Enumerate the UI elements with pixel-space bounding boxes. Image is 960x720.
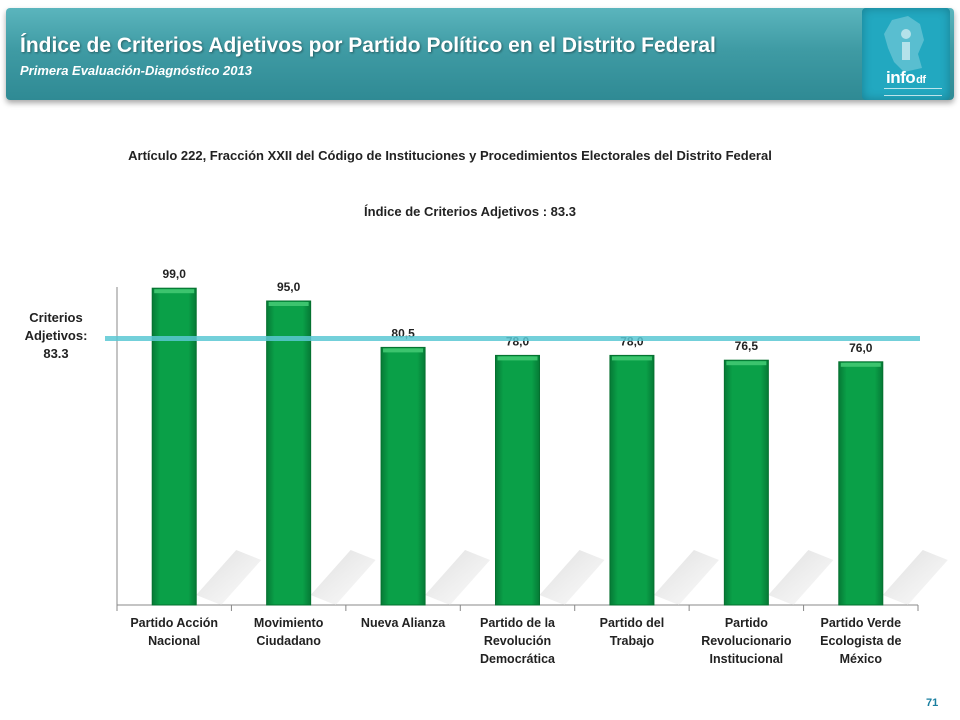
category-label: Nueva Alianza — [361, 616, 446, 630]
bar — [609, 354, 655, 606]
bar-highlight — [268, 302, 309, 306]
bar-shadow — [310, 550, 376, 605]
category-label: Nacional — [148, 634, 200, 648]
bar — [380, 346, 426, 606]
category-label: México — [840, 652, 883, 666]
bar-highlight — [497, 356, 538, 361]
bar-shadow — [882, 550, 948, 605]
bar-highlight — [840, 362, 881, 367]
bar-shadow — [196, 550, 262, 605]
category-label: Trabajo — [610, 634, 655, 648]
bar — [151, 287, 197, 606]
chart-title: Índice de Criterios Adjetivos : 83.3 — [364, 204, 576, 219]
article-reference: Artículo 222, Fracción XXII del Código d… — [128, 148, 772, 163]
data-label: 76,0 — [849, 341, 873, 355]
bar-shadow — [653, 550, 719, 605]
category-label: Partido Acción — [130, 616, 218, 630]
bar — [495, 354, 540, 606]
bar-highlight — [154, 289, 195, 294]
reference-label-line-3: 83.3 — [43, 346, 69, 361]
bar-highlight — [611, 356, 652, 361]
page-title: Índice de Criterios Adjetivos por Partid… — [20, 34, 716, 57]
bar — [723, 359, 769, 606]
category-label: Partido — [725, 616, 768, 630]
page-subtitle: Primera Evaluación-Diagnóstico 2013 — [20, 63, 252, 78]
category-label: Institucional — [710, 652, 784, 666]
reference-label: Criterios Adjetivos: 83.3 — [12, 309, 100, 363]
data-label: 99,0 — [163, 267, 187, 281]
bar-highlight — [383, 348, 424, 353]
bar-shadow — [539, 550, 605, 605]
data-label: 76,5 — [735, 339, 759, 353]
header-banner: Índice de Criterios Adjetivos por Partid… — [6, 8, 954, 100]
logo-text: infodf — [886, 68, 926, 87]
reference-label-line-1: Criterios — [29, 310, 83, 325]
bar — [266, 300, 312, 606]
category-label: Ecologista de — [820, 634, 901, 648]
bar-highlight — [726, 361, 767, 366]
reference-label-line-2: Adjetivos: — [24, 328, 88, 343]
page-number: 71 — [926, 697, 939, 709]
category-label: Partido Verde — [820, 616, 901, 630]
category-label: Revolucionario — [701, 634, 792, 648]
bar-shadow — [425, 550, 491, 605]
category-label: Movimiento — [254, 616, 324, 630]
category-label: Ciudadano — [256, 634, 321, 648]
category-label: Revolución — [484, 634, 551, 648]
category-label: Democrática — [480, 652, 556, 666]
bar — [838, 361, 884, 606]
bar-shadow — [768, 550, 834, 605]
category-label: Partido de la — [480, 616, 556, 630]
logo-caption-lines — [884, 88, 942, 96]
data-label: 95,0 — [277, 280, 301, 294]
category-label: Partido del — [600, 616, 665, 630]
infodf-logo-icon — [884, 16, 924, 72]
infodf-logo: infodf — [862, 8, 950, 100]
